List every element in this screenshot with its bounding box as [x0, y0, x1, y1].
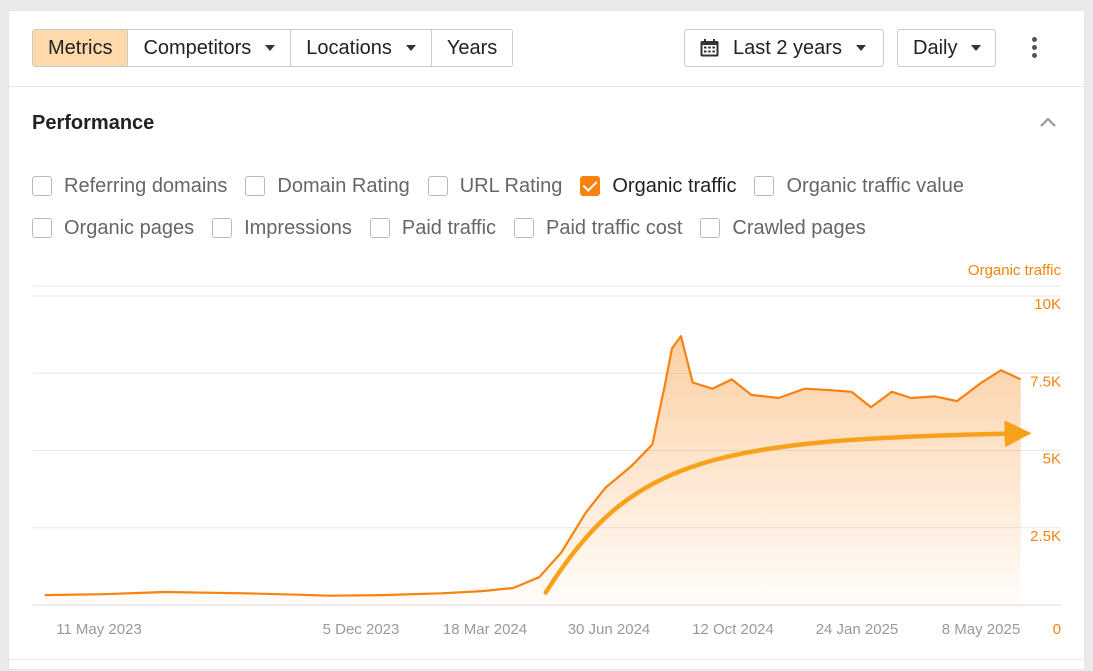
y-tick-label: 5K — [1043, 451, 1061, 468]
y-tick-label: 0 — [1053, 621, 1061, 638]
x-tick-label: 30 Jun 2024 — [568, 621, 651, 638]
y-tick-label: 10K — [1034, 296, 1061, 313]
x-tick-label: 18 Mar 2024 — [443, 621, 527, 638]
series-area — [45, 336, 1021, 605]
organic-traffic-chart: 0 2.5K 5K 7.5K 10K Organic traffic 11 May 2023… — [9, 11, 1086, 671]
x-tick-label: 12 Oct 2024 — [692, 621, 774, 638]
y-tick-label: 7.5K — [1030, 373, 1061, 390]
y-tick-label: 2.5K — [1030, 528, 1061, 545]
x-tick-label: 5 Dec 2023 — [323, 621, 400, 638]
performance-card: Metrics Competitors Locations Years — [8, 10, 1085, 670]
x-tick-label: 8 May 2025 — [942, 621, 1020, 638]
x-tick-label: 24 Jan 2025 — [816, 621, 899, 638]
x-tick-label: 11 May 2023 — [56, 621, 142, 638]
y-axis-title: Organic traffic — [968, 262, 1062, 279]
divider — [9, 659, 1084, 660]
